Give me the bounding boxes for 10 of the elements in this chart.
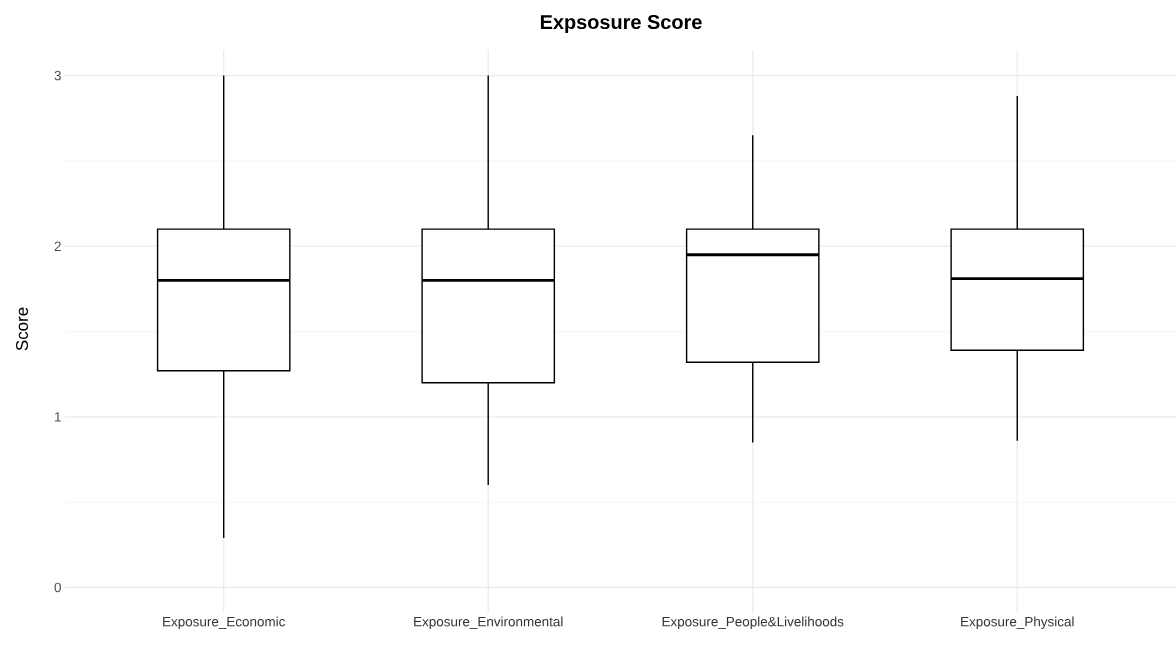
x-tick-label: Exposure_Economic	[163, 616, 286, 630]
y-tick-label: 3	[54, 70, 61, 81]
y-tick-label: 0	[54, 582, 61, 593]
x-tick-label: Exposure_People&Livelihoods	[662, 616, 844, 630]
y-tick-label: 2	[54, 241, 61, 251]
y-axis-title: Score	[16, 307, 28, 351]
x-tick-label: Exposure_Environmental	[414, 616, 563, 630]
y-tick-label: 1	[55, 412, 61, 422]
x-tick-label: Exposure_Physical	[961, 616, 1074, 630]
chart-title: Expsosure Score	[540, 14, 702, 34]
